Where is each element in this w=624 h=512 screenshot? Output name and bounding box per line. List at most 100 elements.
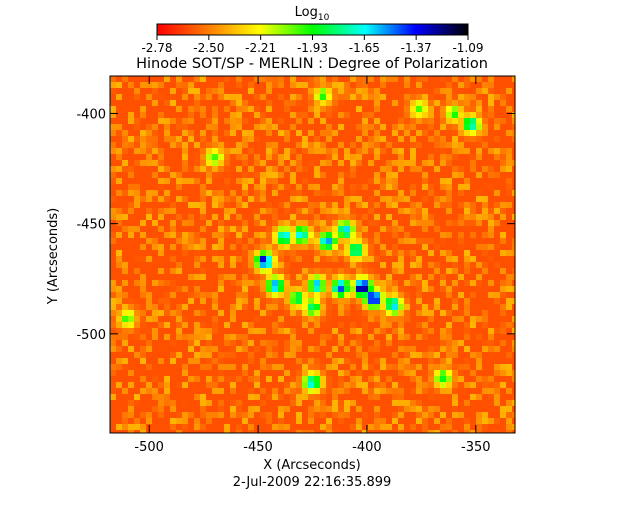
heatmap-cell <box>338 178 344 184</box>
heatmap-cell <box>374 406 380 412</box>
heatmap-cell <box>134 346 140 352</box>
heatmap-cell <box>368 226 374 232</box>
heatmap-cell <box>230 166 236 172</box>
heatmap-cell <box>368 364 374 370</box>
heatmap-cell <box>338 196 344 202</box>
heatmap-cell <box>242 124 248 130</box>
heatmap-cell <box>422 394 428 400</box>
heatmap-cell <box>146 130 152 136</box>
heatmap-cell <box>500 88 506 94</box>
heatmap-cell <box>236 202 242 208</box>
heatmap-cell <box>110 154 116 160</box>
heatmap-cell <box>176 310 182 316</box>
heatmap-cell <box>464 358 470 364</box>
heatmap-cell <box>488 280 494 286</box>
heatmap-cell <box>392 154 398 160</box>
heatmap-cell <box>470 334 476 340</box>
heatmap-cell <box>206 316 212 322</box>
heatmap-cell <box>308 370 314 376</box>
heatmap-cell <box>482 244 488 250</box>
heatmap-cell <box>452 178 458 184</box>
heatmap-cell <box>500 82 506 88</box>
heatmap-cell <box>386 208 392 214</box>
heatmap-cell <box>236 208 242 214</box>
heatmap-cell <box>392 232 398 238</box>
heatmap-cell <box>494 334 500 340</box>
heatmap-cell <box>248 250 254 256</box>
heatmap-cell <box>194 376 200 382</box>
heatmap-cell <box>278 172 284 178</box>
heatmap-cell <box>164 358 170 364</box>
heatmap-cell <box>416 370 422 376</box>
heatmap-cell <box>476 244 482 250</box>
heatmap-cell <box>140 148 146 154</box>
heatmap-cell <box>260 406 266 412</box>
heatmap-cell <box>488 406 494 412</box>
heatmap-cell <box>326 148 332 154</box>
heatmap-cell <box>500 142 506 148</box>
heatmap-cell <box>296 118 302 124</box>
heatmap-cell <box>368 148 374 154</box>
heatmap-cell <box>458 322 464 328</box>
heatmap-cell <box>242 274 248 280</box>
heatmap-cell <box>458 118 464 124</box>
heatmap-cell <box>224 190 230 196</box>
heatmap-cell <box>254 154 260 160</box>
heatmap-cell <box>146 334 152 340</box>
heatmap-cell <box>278 400 284 406</box>
heatmap-cell <box>308 298 314 304</box>
heatmap-cell <box>284 148 290 154</box>
heatmap-cell <box>200 94 206 100</box>
heatmap-cell <box>200 358 206 364</box>
heatmap-cell <box>242 106 248 112</box>
heatmap-cell <box>332 316 338 322</box>
heatmap-cell <box>446 322 452 328</box>
heatmap-cell <box>284 118 290 124</box>
heatmap-cell <box>320 418 326 424</box>
heatmap-cell <box>284 226 290 232</box>
heatmap-cell <box>194 226 200 232</box>
heatmap-cell <box>110 340 116 346</box>
heatmap-cell <box>356 106 362 112</box>
heatmap-cell <box>182 262 188 268</box>
heatmap-cell <box>410 298 416 304</box>
heatmap-cell <box>158 142 164 148</box>
heatmap-cell <box>422 334 428 340</box>
heatmap-cell <box>164 232 170 238</box>
heatmap-cell <box>404 202 410 208</box>
heatmap-cell <box>392 406 398 412</box>
heatmap-cell <box>284 136 290 142</box>
heatmap-cell <box>170 298 176 304</box>
colorbar-tick-label: -2.78 <box>141 41 172 55</box>
heatmap-cell <box>218 166 224 172</box>
heatmap-cell <box>170 190 176 196</box>
heatmap-cell <box>188 160 194 166</box>
heatmap-cell <box>422 232 428 238</box>
heatmap-cell <box>368 130 374 136</box>
heatmap-cell <box>440 298 446 304</box>
heatmap-cell <box>242 340 248 346</box>
heatmap-cell <box>362 256 368 262</box>
heatmap-cell <box>398 184 404 190</box>
heatmap-cell <box>146 148 152 154</box>
heatmap-cell <box>326 418 332 424</box>
heatmap-cell <box>266 352 272 358</box>
heatmap-cell <box>290 322 296 328</box>
heatmap-cell <box>290 106 296 112</box>
heatmap-cell <box>428 208 434 214</box>
heatmap-cell <box>182 304 188 310</box>
heatmap-cell <box>266 400 272 406</box>
heatmap-cell <box>374 268 380 274</box>
heatmap-cell <box>278 358 284 364</box>
heatmap-cell <box>128 196 134 202</box>
heatmap-cell <box>182 88 188 94</box>
heatmap-cell <box>386 310 392 316</box>
heatmap-cell <box>242 136 248 142</box>
heatmap-cell <box>110 364 116 370</box>
heatmap-cell <box>476 178 482 184</box>
heatmap-cell <box>362 202 368 208</box>
heatmap-cell <box>416 184 422 190</box>
heatmap-cell <box>314 172 320 178</box>
heatmap-cell <box>458 256 464 262</box>
heatmap-cell <box>116 352 122 358</box>
